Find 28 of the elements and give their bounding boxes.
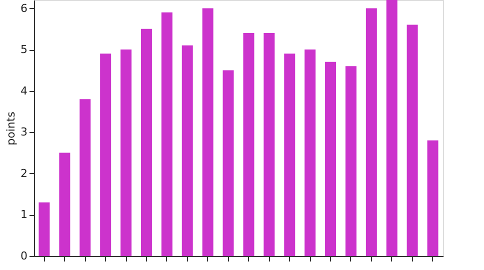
- bar: [345, 66, 356, 256]
- y-tick-label: 3: [20, 126, 28, 139]
- bar: [140, 28, 152, 256]
- bar: [427, 140, 438, 256]
- y-tick-label: 1: [20, 208, 28, 222]
- y-axis-title: points: [4, 111, 18, 146]
- y-tick-label: 6: [20, 2, 28, 15]
- bar: [386, 0, 398, 256]
- bar: [161, 12, 172, 256]
- bar: [80, 99, 91, 256]
- bar: [284, 54, 296, 256]
- bar: [243, 33, 254, 256]
- bar: [366, 8, 377, 256]
- y-tick-label: 5: [20, 43, 28, 56]
- bar: [100, 54, 112, 256]
- y-tick-label: 2: [20, 166, 28, 180]
- bar: [222, 70, 234, 256]
- bar: [406, 24, 418, 256]
- bar: [325, 62, 336, 256]
- bar: [59, 152, 70, 256]
- y-tick-label: 4: [20, 84, 28, 98]
- bar: [304, 50, 316, 256]
- bar: [182, 45, 193, 256]
- y-tick-label: 0: [20, 250, 28, 262]
- bar: [264, 33, 275, 256]
- bar: [38, 202, 50, 256]
- bar: [120, 50, 132, 256]
- bar: [202, 8, 214, 256]
